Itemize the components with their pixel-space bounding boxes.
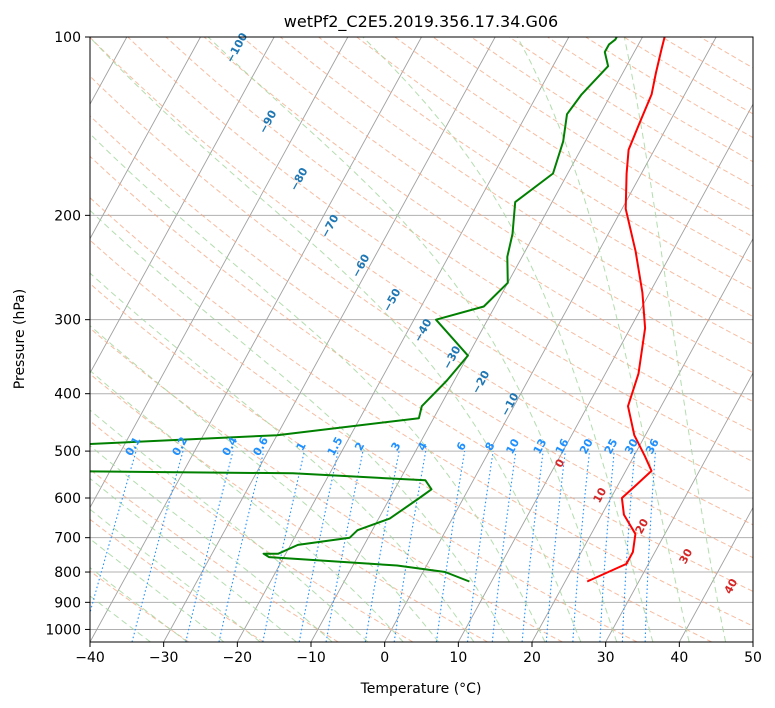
mixing-ratio-line [491, 451, 517, 642]
isotherms [90, 37, 753, 642]
isotherm-line [678, 506, 753, 642]
x-tick-label: 40 [670, 650, 688, 666]
plot-area [90, 37, 753, 642]
mixing-ratio-line [131, 450, 184, 642]
x-tick-label: −20 [223, 650, 253, 666]
dry-adiabat-line [90, 239, 712, 642]
isotherm-line [384, 37, 717, 642]
moist-adiabat-line [516, 37, 690, 642]
isotherm-line [90, 37, 275, 375]
mixing-ratio-lines [90, 450, 657, 642]
x-tick-label: 30 [597, 650, 615, 666]
dry-adiabat-line [90, 570, 190, 642]
x-tick-label: 0 [380, 650, 389, 666]
pressure-gridlines [90, 37, 753, 630]
moist-adiabat-line [90, 369, 404, 642]
y-tick-label: 200 [54, 208, 81, 224]
isotherm-line [163, 37, 496, 642]
moist-adiabat-line [90, 324, 439, 642]
moist-adiabat-line [90, 409, 369, 642]
dry-adiabat-line [90, 373, 488, 642]
x-tick-label: −40 [75, 650, 105, 666]
moist-adiabat-line [90, 272, 475, 642]
moist-adiabat-line [207, 37, 618, 642]
dry-adiabat-line [90, 518, 264, 642]
mixing-ratio-label: 13 [531, 437, 550, 457]
y-tick-label: 100 [54, 30, 81, 46]
x-axis: −40 −30 −20 −10 0 10 20 30 40 50 [75, 642, 762, 666]
mixing-ratio-line [545, 451, 566, 642]
moist-adiabat-line [623, 37, 727, 642]
y-tick-label: 700 [54, 531, 81, 547]
temperature-profile-line [586, 37, 666, 583]
y-axis-label: Pressure (hPa) [12, 289, 28, 389]
plot-frame [89, 36, 754, 643]
isotherm-line [236, 37, 570, 642]
x-axis-label: Temperature (°C) [360, 681, 482, 697]
dry-adiabat-line [280, 37, 753, 345]
isotherm-line [605, 372, 753, 642]
dry-adiabat-line [318, 37, 753, 318]
x-tick-label: 50 [744, 650, 762, 666]
profile-lines [90, 37, 666, 583]
y-axis: 100 200 300 400 500 600 700 800 900 1000 [45, 30, 90, 638]
dry-adiabat-line [90, 282, 638, 642]
moist-adiabat-line [90, 37, 582, 642]
x-tick-label: −30 [149, 650, 179, 666]
dry-adiabat-line [90, 197, 753, 627]
x-tick-label: 10 [449, 650, 467, 666]
y-tick-label: 300 [54, 313, 81, 329]
mixing-ratio-line [90, 450, 137, 615]
mixing-ratio-line [572, 451, 591, 642]
y-tick-label: 400 [54, 387, 81, 403]
mixing-ratio-line [435, 451, 466, 642]
isotherm-line [90, 37, 349, 509]
dry-adiabat-line [90, 468, 339, 642]
dry-adiabats [90, 37, 753, 642]
dry-adiabat-line [90, 155, 753, 592]
dry-adiabat-line [241, 37, 753, 374]
dry-adiabat-line [90, 115, 753, 559]
mixing-ratio-line [262, 450, 305, 642]
moist-adiabat-line [90, 209, 510, 642]
isotherm-line [457, 103, 753, 642]
mixing-ratio-line [218, 450, 265, 642]
mixing-ratio-line [466, 451, 494, 642]
mixing-ratio-line [185, 450, 234, 642]
isotherm-line [90, 37, 422, 642]
y-tick-label: 500 [54, 444, 81, 460]
y-tick-label: 800 [54, 565, 81, 581]
mixing-ratio-label: 25 [602, 437, 621, 457]
dry-adiabat-line [90, 420, 414, 642]
isotherm-line [90, 37, 201, 240]
chart-title: wetPf2_C2E5.2019.356.17.34.G06 [284, 12, 558, 32]
dry-adiabat-line [127, 37, 753, 463]
x-tick-label: 20 [523, 650, 541, 666]
isotherm-line [531, 237, 753, 642]
dewpoint-profile-line [90, 37, 618, 583]
moist-adiabats [90, 37, 727, 642]
y-tick-label: 1000 [45, 622, 81, 638]
moist-adiabat-line [90, 445, 333, 642]
mixing-ratio-line [521, 451, 544, 642]
y-tick-label: 900 [54, 595, 81, 611]
x-tick-label: −10 [296, 650, 326, 666]
y-tick-label: 600 [54, 491, 81, 507]
dry-adiabat-line [90, 37, 753, 494]
moist-adiabat-line [362, 37, 654, 642]
